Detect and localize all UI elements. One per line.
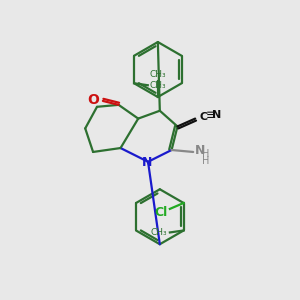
Text: O: O — [87, 93, 99, 107]
Text: ≡: ≡ — [206, 109, 216, 122]
Text: H: H — [202, 149, 209, 159]
Text: CH₃: CH₃ — [149, 70, 166, 79]
Text: N: N — [195, 145, 206, 158]
Text: C: C — [199, 112, 207, 122]
Text: N: N — [142, 156, 152, 169]
Text: H: H — [202, 156, 209, 166]
Text: CH₃: CH₃ — [150, 228, 167, 237]
Text: N: N — [212, 110, 221, 120]
Text: Cl: Cl — [155, 206, 168, 219]
Text: CH₃: CH₃ — [150, 81, 166, 90]
